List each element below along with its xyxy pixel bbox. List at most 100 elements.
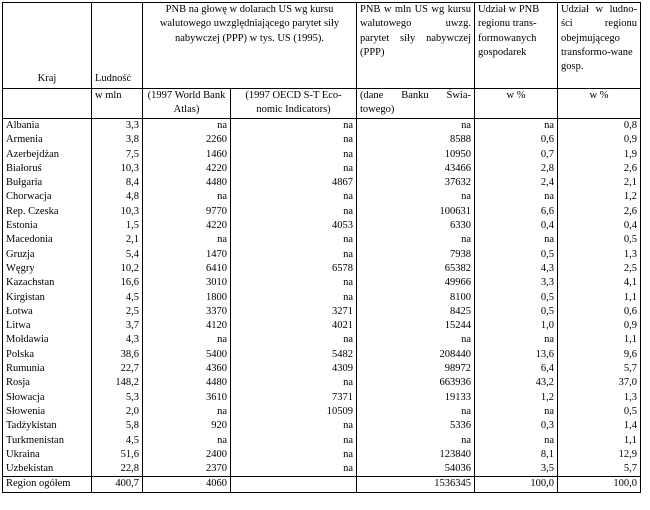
cell-ludnosc: 3,3 (91, 118, 143, 134)
cell-pnb-oecd: na (230, 190, 357, 205)
cell-kraj: Polska (2, 347, 92, 363)
cell-pnb-total: 54036 (356, 462, 475, 477)
cell-pnb-total: 6330 (356, 219, 475, 234)
cell-pnb-wb: 3610 (142, 390, 231, 405)
cell-pnb-oecd: na (230, 333, 357, 348)
cell-pnb-total: 49966 (356, 276, 475, 291)
cell-kraj: Bułgaria (2, 176, 92, 191)
cell-udzial-ludnosci: 5,7 (557, 362, 641, 377)
cell-ludnosc: 38,6 (91, 347, 143, 363)
cell-ludnosc: 7,5 (91, 147, 143, 162)
cell-ludnosc: 4,5 (91, 433, 143, 448)
cell-pnb-oecd: na (230, 419, 357, 434)
cell-pnb-total: 98972 (356, 362, 475, 377)
cell-udzial-pnb: 13,6 (474, 347, 558, 363)
cell-pnb-oecd: na (230, 447, 357, 463)
cell-kraj: Rosja (2, 376, 92, 391)
cell-pnb-total: na (356, 118, 475, 134)
cell-ludnosc: 2,0 (91, 404, 143, 420)
cell-ludnosc: 5,8 (91, 419, 143, 434)
cell-udzial-ludnosci: 1,1 (557, 333, 641, 348)
cell-udzial-ludnosci: 0,9 (557, 133, 641, 148)
cell-pnb-wb: na (142, 118, 231, 134)
cell-udzial-ludnosci: 2,6 (557, 204, 641, 220)
cell-udzial-ludnosci: 4,1 (557, 276, 641, 291)
table-row: Polska 38,6 5400 5482 208440 13,6 9,6 (2, 347, 641, 363)
cell-udzial-ludnosci: 0,5 (557, 233, 641, 248)
cell-pnb-total: na (356, 433, 475, 448)
cell-pnb-oecd: 7371 (230, 390, 357, 405)
cell-udzial-pnb: na (474, 118, 558, 134)
cell-kraj: Chorwacja (2, 190, 92, 205)
table-row: Estonia 1,5 4220 4053 6330 0,4 0,4 (2, 219, 641, 234)
cell-pnb-wb: 4120 (142, 319, 231, 334)
cell-udzial-pnb: 0,4 (474, 219, 558, 234)
cell-udzial-pnb: na (474, 333, 558, 348)
cell-ludnosc: 2,5 (91, 304, 143, 320)
cell-udzial-pnb: 3,5 (474, 462, 558, 477)
cell-udzial-pnb: 100,0 (474, 476, 558, 493)
cell-ludnosc: 8,4 (91, 176, 143, 191)
cell-udzial-pnb: 2,8 (474, 161, 558, 177)
table-row: Gruzja 5,4 1470 na 7938 0,5 1,3 (2, 247, 641, 262)
cell-ludnosc: 2,1 (91, 233, 143, 248)
cell-udzial-pnb: na (474, 233, 558, 248)
cell-pnb-oecd: 4867 (230, 176, 357, 191)
cell-pnb-total: 8588 (356, 133, 475, 148)
cell-kraj: Rep. Czeska (2, 204, 92, 220)
cell-udzial-pnb: 6,6 (474, 204, 558, 220)
cell-pnb-wb: 9770 (142, 204, 231, 220)
cell-udzial-ludnosci: 1,3 (557, 390, 641, 405)
cell-ludnosc: 10,3 (91, 204, 143, 220)
table-row: Chorwacja 4,8 na na na na 1,2 (2, 190, 641, 205)
cell-pnb-total: 208440 (356, 347, 475, 363)
cell-kraj: Litwa (2, 319, 92, 334)
cell-kraj: Armenia (2, 133, 92, 148)
cell-ludnosc: 3,8 (91, 133, 143, 148)
cell-pnb-wb: 6410 (142, 261, 231, 277)
cell-pnb-wb: na (142, 433, 231, 448)
cell-udzial-ludnosci: 2,6 (557, 161, 641, 177)
cell-pnb-total: na (356, 233, 475, 248)
cell-ludnosc: 1,5 (91, 219, 143, 234)
total-row: Region ogółem 400,7 4060 1536345 100,0 100,0 (2, 476, 641, 493)
cell-ludnosc: 4,8 (91, 190, 143, 205)
cell-udzial-ludnosci: 1,3 (557, 247, 641, 262)
cell-udzial-ludnosci: 0,5 (557, 404, 641, 420)
cell-pnb-total: 15244 (356, 319, 475, 334)
cell-udzial-ludnosci: 1,9 (557, 147, 641, 162)
cell-udzial-ludnosci: 1,1 (557, 290, 641, 305)
cell-pnb-oecd: na (230, 118, 357, 134)
cell-pnb-oecd: na (230, 204, 357, 220)
cell-pnb-wb: na (142, 404, 231, 420)
cell-udzial-pnb: 1,0 (474, 319, 558, 334)
header-ludnosc: Ludność (91, 2, 143, 89)
cell-kraj: Mołdawia (2, 333, 92, 348)
table-row: Mołdawia 4,3 na na na na 1,1 (2, 333, 641, 348)
cell-kraj: Łotwa (2, 304, 92, 320)
cell-udzial-pnb: 0,5 (474, 290, 558, 305)
cell-udzial-ludnosci: 37,0 (557, 376, 641, 391)
cell-udzial-ludnosci: 0,4 (557, 219, 641, 234)
cell-pnb-total: 10950 (356, 147, 475, 162)
cell-udzial-pnb: 8,1 (474, 447, 558, 463)
subheader-source-oecd: (1997 OECD S-T Eco-nomic Indicators) (230, 88, 357, 119)
cell-pnb-oecd: na (230, 433, 357, 448)
cell-pnb-total: 37632 (356, 176, 475, 191)
table-row: Rep. Czeska 10,3 9770 na 100631 6,6 2,6 (2, 204, 641, 220)
header-empty-cell (2, 88, 92, 119)
table-row: Rosja 148,2 4480 na 663936 43,2 37,0 (2, 376, 641, 391)
cell-pnb-wb: na (142, 190, 231, 205)
cell-kraj: Region ogółem (2, 476, 92, 493)
cell-pnb-wb: 1460 (142, 147, 231, 162)
cell-udzial-ludnosci: 100,0 (557, 476, 641, 493)
cell-pnb-total: 43466 (356, 161, 475, 177)
cell-pnb-oecd: na (230, 233, 357, 248)
cell-pnb-oecd: 4021 (230, 319, 357, 334)
cell-kraj: Rumunia (2, 362, 92, 377)
cell-pnb-total: 123840 (356, 447, 475, 463)
cell-ludnosc: 10,3 (91, 161, 143, 177)
table-row: Kirgistan 4,5 1800 na 8100 0,5 1,1 (2, 290, 641, 305)
cell-udzial-ludnosci: 5,7 (557, 462, 641, 477)
cell-pnb-total: 5336 (356, 419, 475, 434)
